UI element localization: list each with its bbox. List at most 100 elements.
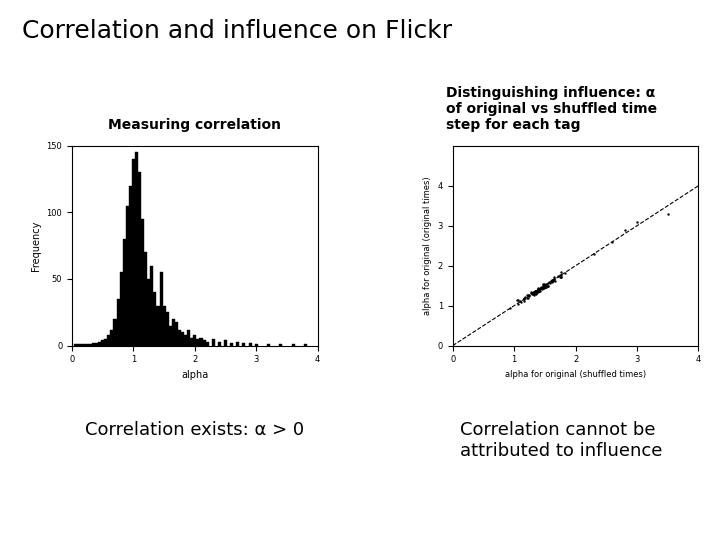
Bar bbox=[292, 345, 294, 346]
Point bbox=[512, 300, 523, 308]
Point bbox=[531, 286, 543, 295]
Point bbox=[539, 284, 550, 292]
Point bbox=[530, 287, 541, 295]
Bar bbox=[83, 345, 86, 346]
Text: Measuring correlation: Measuring correlation bbox=[108, 118, 282, 132]
Point bbox=[525, 289, 536, 298]
Point bbox=[518, 294, 530, 302]
Point bbox=[513, 295, 524, 304]
Point bbox=[530, 286, 541, 295]
Point bbox=[541, 281, 552, 289]
Bar bbox=[160, 272, 163, 346]
Point bbox=[520, 293, 531, 301]
Point bbox=[555, 271, 567, 279]
Point bbox=[529, 287, 541, 296]
Bar bbox=[73, 345, 76, 346]
Bar bbox=[279, 345, 282, 346]
Point bbox=[534, 284, 545, 293]
Point bbox=[535, 287, 546, 295]
Point bbox=[546, 277, 557, 286]
Point bbox=[537, 283, 549, 292]
Point bbox=[539, 283, 550, 292]
Point bbox=[521, 294, 533, 303]
Point bbox=[532, 288, 544, 296]
Point bbox=[534, 285, 545, 293]
Point bbox=[540, 282, 552, 291]
Point bbox=[540, 280, 552, 288]
Point bbox=[531, 289, 542, 298]
Point bbox=[530, 287, 541, 295]
Point bbox=[504, 304, 516, 313]
Point bbox=[532, 284, 544, 292]
Point bbox=[554, 271, 566, 279]
Bar bbox=[175, 322, 178, 346]
Bar bbox=[104, 339, 107, 346]
Point bbox=[553, 272, 564, 281]
Point bbox=[549, 275, 560, 284]
Bar bbox=[230, 343, 233, 346]
Point bbox=[662, 210, 673, 218]
Point bbox=[528, 288, 540, 296]
Bar bbox=[193, 335, 197, 346]
Bar bbox=[92, 343, 95, 346]
Point bbox=[522, 294, 534, 302]
Point bbox=[526, 287, 537, 296]
Bar bbox=[255, 345, 258, 346]
Point bbox=[546, 275, 557, 284]
Bar bbox=[132, 159, 135, 346]
Bar bbox=[168, 326, 172, 346]
Point bbox=[555, 272, 567, 281]
Bar bbox=[202, 340, 206, 346]
Point bbox=[532, 285, 544, 294]
Point bbox=[555, 268, 567, 276]
Bar bbox=[102, 340, 104, 346]
Bar bbox=[98, 342, 102, 346]
Point bbox=[559, 268, 570, 277]
Bar bbox=[172, 319, 175, 346]
Bar bbox=[114, 319, 117, 346]
Text: Correlation and influence on Flickr: Correlation and influence on Flickr bbox=[22, 19, 451, 43]
Bar bbox=[122, 239, 126, 346]
Point bbox=[540, 280, 552, 289]
Point bbox=[531, 286, 543, 295]
Point bbox=[523, 291, 534, 299]
Point bbox=[549, 276, 561, 285]
Point bbox=[543, 279, 554, 288]
Point bbox=[529, 289, 541, 298]
Point bbox=[530, 288, 541, 297]
Point bbox=[542, 281, 554, 290]
Point bbox=[546, 278, 558, 287]
Bar bbox=[144, 252, 147, 346]
Bar bbox=[76, 345, 80, 346]
X-axis label: alpha: alpha bbox=[181, 370, 209, 380]
Bar bbox=[248, 343, 251, 346]
Point bbox=[528, 289, 539, 298]
Bar bbox=[86, 345, 89, 346]
Point bbox=[536, 285, 547, 294]
Bar bbox=[236, 342, 239, 346]
Point bbox=[631, 218, 643, 226]
Bar bbox=[110, 329, 114, 346]
Point bbox=[518, 296, 530, 305]
Point bbox=[540, 282, 552, 291]
Point bbox=[544, 278, 555, 287]
Point bbox=[540, 281, 552, 289]
Text: Distinguishing influence: α
of original vs shuffled time
step for each tag: Distinguishing influence: α of original … bbox=[446, 86, 657, 132]
Bar bbox=[199, 338, 202, 346]
Bar bbox=[141, 219, 144, 346]
Point bbox=[536, 284, 547, 292]
Bar bbox=[120, 272, 122, 346]
Point bbox=[529, 287, 541, 295]
Point bbox=[538, 280, 549, 289]
Point bbox=[545, 277, 557, 286]
Point bbox=[547, 275, 559, 284]
Point bbox=[537, 279, 549, 288]
Point bbox=[539, 281, 551, 290]
Point bbox=[531, 287, 542, 296]
Point bbox=[536, 283, 548, 292]
Point bbox=[518, 295, 529, 303]
Bar bbox=[95, 343, 98, 346]
Text: Correlation cannot be
attributed to influence: Correlation cannot be attributed to infl… bbox=[460, 421, 662, 460]
Bar bbox=[224, 340, 227, 346]
Bar bbox=[181, 332, 184, 346]
